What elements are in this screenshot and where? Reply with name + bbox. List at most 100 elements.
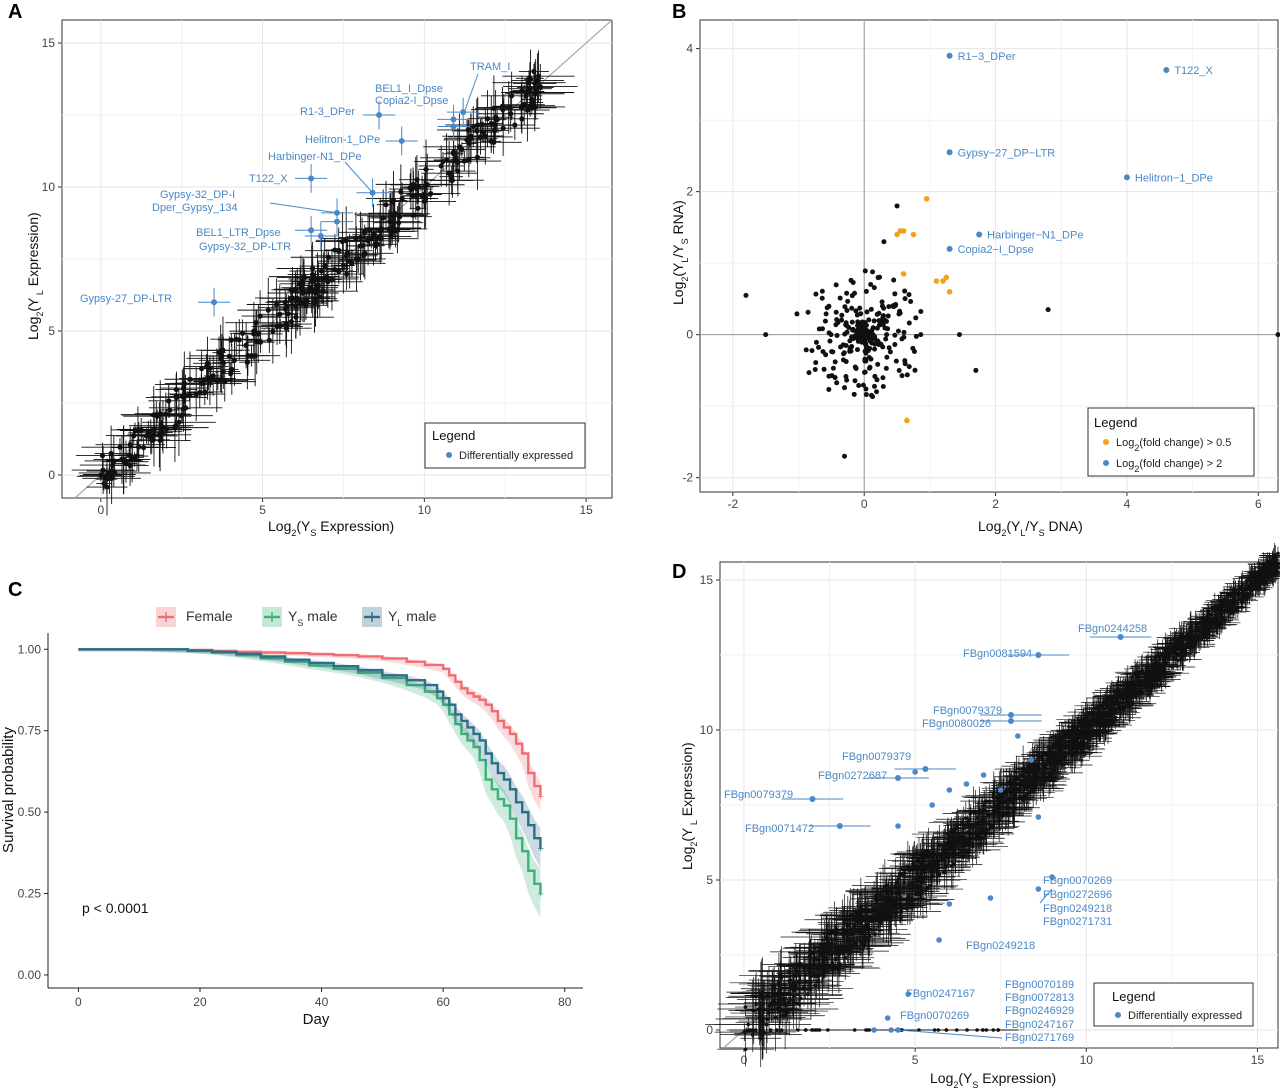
data-point: [863, 386, 869, 392]
highlight-point: [334, 218, 340, 225]
data-point: [915, 892, 920, 897]
data-point: [358, 234, 364, 241]
data-point: [236, 337, 242, 343]
data-point: [806, 370, 812, 376]
subscript: S: [680, 238, 690, 244]
data-point: [197, 389, 203, 396]
data-point: [1228, 591, 1232, 596]
data-point: [852, 364, 858, 370]
subscript: L: [1020, 528, 1025, 538]
data-point: [758, 1036, 763, 1041]
highlight-point: [976, 231, 983, 238]
data-point: [884, 332, 890, 338]
data-point: [893, 358, 899, 364]
data-point: [805, 309, 811, 315]
data-point: [135, 427, 141, 434]
data-point: [355, 257, 361, 263]
data-point: [200, 380, 206, 387]
data-point: [859, 319, 865, 325]
data-point: [896, 367, 902, 373]
highlight-point: [1123, 174, 1130, 181]
data-point: [527, 86, 533, 92]
data-point: [132, 456, 138, 463]
data-point: [866, 355, 872, 361]
data-point: [857, 330, 863, 336]
legend-title: Legend: [432, 428, 475, 443]
y-axis-label: Log2(Y L Expression): [25, 212, 45, 340]
data-point: [873, 932, 877, 937]
data-point: [127, 462, 133, 469]
point-label: R1−3_DPer: [958, 51, 1016, 63]
survival-line-yl-male: [78, 648, 542, 848]
data-point: [377, 233, 383, 240]
point-label: Copia2-I_Dpse: [375, 95, 448, 107]
data-point: [176, 419, 182, 425]
subscript: 2: [1134, 464, 1139, 474]
data-point: [870, 269, 876, 275]
data-point: [880, 375, 886, 381]
data-point: [857, 305, 863, 311]
data-point: [1183, 651, 1187, 655]
data-point: [892, 291, 898, 297]
data-point: [399, 195, 405, 202]
data-point: [779, 975, 784, 980]
x-axis-label: Log2(YL/YS DNA): [978, 518, 1083, 538]
data-point: [912, 367, 918, 373]
data-point: [440, 158, 446, 165]
point-label: Dper_Gypsy_134: [152, 202, 238, 214]
data-point: [908, 298, 914, 304]
data-point: [906, 320, 912, 326]
leader-line: [344, 161, 373, 194]
point-label: Gypsy-32_DP-LTR: [199, 241, 291, 253]
data-point: [1129, 685, 1134, 689]
x-axis-label: Log2(YS Expression): [268, 518, 394, 538]
x-tick-label: 6: [1255, 497, 1262, 511]
data-point: [902, 296, 908, 302]
data-point: [310, 271, 316, 278]
data-point: [883, 318, 889, 324]
legend-entry: Log2(fold change) > 0.5: [1116, 437, 1231, 453]
data-point: [854, 347, 860, 353]
legend-key: [1103, 439, 1109, 445]
data-point: [871, 285, 877, 291]
data-point: [380, 215, 386, 221]
leader-line: [462, 73, 479, 116]
data-point: [1106, 704, 1110, 708]
label-part: Log: [1116, 437, 1134, 449]
data-point: [488, 138, 494, 144]
censor-mark: +: [537, 889, 543, 901]
data-point: [863, 924, 868, 929]
subscript: S: [297, 618, 303, 628]
panel-c: 0 20 40 60 80 0.00 0.25 0.50 0.75 1.00 + + + p < 0.00…: [0, 607, 583, 1028]
data-point: [484, 116, 491, 122]
legend-key: [1103, 460, 1109, 466]
data-point: [880, 344, 886, 350]
data-point: [415, 205, 421, 211]
data-point: [366, 227, 373, 233]
x-tick-label: 10: [418, 503, 432, 517]
data-point: [820, 349, 826, 355]
data-point: [896, 311, 902, 317]
data-point: [872, 373, 878, 379]
data-point: [819, 295, 825, 301]
data-point: [181, 381, 187, 388]
data-point: [851, 327, 857, 333]
data-point: [1272, 558, 1277, 563]
subscript: 2: [680, 277, 690, 282]
data-point: [884, 354, 890, 360]
data-point: [921, 889, 925, 894]
data-point: [187, 376, 193, 382]
data-point: [879, 299, 885, 305]
ribbon-yl-male: [78, 649, 541, 868]
data-point: [846, 324, 852, 330]
data-point: [904, 372, 910, 378]
data-point: [131, 433, 137, 439]
data-point: [868, 306, 874, 312]
data-point: [534, 89, 541, 96]
data-point: [274, 301, 280, 308]
y-tick-label: 4: [686, 42, 693, 56]
x-tick-label: 5: [259, 503, 266, 517]
data-point: [1229, 611, 1233, 615]
data-point: [886, 345, 892, 351]
label-part: Log: [670, 282, 686, 305]
